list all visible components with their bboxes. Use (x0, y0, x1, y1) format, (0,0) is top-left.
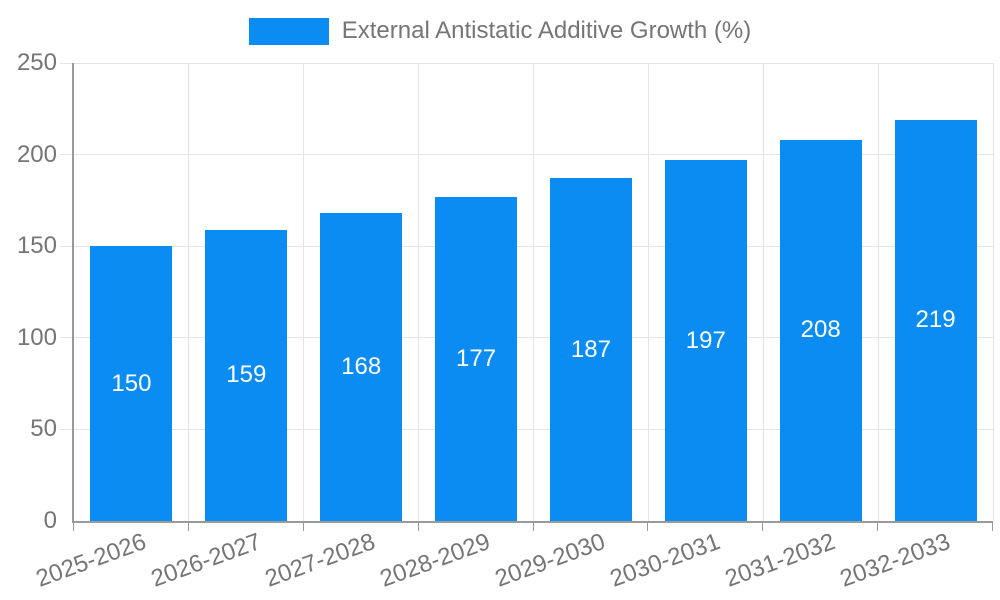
bar-2027-2028[interactable] (320, 213, 403, 521)
x-gridline (533, 63, 534, 521)
x-axis-tick (302, 523, 304, 531)
legend-series-label: External Antistatic Additive Growth (%) (341, 17, 752, 44)
x-gridline (303, 63, 305, 521)
bar-2028-2029[interactable] (435, 196, 518, 521)
bar-2025-2026[interactable] (90, 246, 173, 521)
x-axis-tick (762, 523, 764, 531)
chart-legend: External Antistatic Additive Growth (%) (0, 17, 1000, 45)
x-axis-tick (877, 523, 879, 531)
y-axis-tick-label: 250 (16, 49, 57, 76)
bar-2026-2027[interactable] (205, 229, 288, 521)
bar-value-label: 187 (570, 335, 611, 363)
x-gridline (762, 63, 764, 521)
x-gridline (647, 63, 649, 521)
x-axis-tick (417, 523, 419, 531)
x-axis-tick-label: 2032-2033 (836, 528, 954, 593)
y-axis-tick-label: 0 (43, 507, 57, 534)
bar-value-label: 197 (685, 326, 726, 354)
y-axis-tick-label: 200 (16, 140, 57, 168)
x-gridline (992, 63, 994, 521)
x-axis-tick-label: 2025-2026 (32, 528, 150, 593)
bar-value-label: 150 (111, 369, 152, 397)
legend-swatch-icon[interactable] (248, 17, 329, 45)
bar-2031-2032[interactable] (779, 139, 862, 521)
y-gridline (60, 62, 993, 64)
bar-2030-2031[interactable] (664, 160, 747, 521)
x-axis-tick (992, 523, 993, 531)
y-gridline (60, 337, 993, 339)
bar-value-label: 208 (800, 316, 841, 344)
x-axis-tick-label: 2031-2032 (721, 528, 839, 593)
bar-value-label: 219 (915, 306, 956, 334)
x-axis-tick-label: 2028-2029 (376, 528, 494, 593)
x-gridline (877, 63, 879, 521)
x-axis-tick-label: 2026-2027 (147, 528, 265, 593)
x-axis-tick (647, 523, 649, 531)
y-gridline (60, 245, 993, 247)
y-gridline (60, 428, 993, 430)
y-axis-tick-label: 150 (16, 232, 57, 260)
y-axis-tick-label: 50 (30, 415, 57, 443)
x-axis-tick-label: 2030-2031 (606, 528, 724, 593)
x-axis-tick (187, 523, 189, 531)
x-axis-tick (532, 523, 534, 531)
bar-value-label: 168 (341, 353, 382, 381)
x-gridline (418, 63, 420, 521)
bar-value-label: 159 (226, 361, 267, 389)
x-axis-tick-label: 2029-2030 (491, 528, 609, 593)
bar-2029-2030[interactable] (549, 178, 632, 521)
x-axis-tick-label: 2027-2028 (261, 528, 380, 593)
x-axis-line (72, 521, 993, 523)
bar-value-label: 177 (456, 344, 497, 372)
bar-2032-2033[interactable] (894, 119, 977, 521)
x-gridline (188, 63, 190, 521)
y-axis-tick-label: 100 (16, 323, 57, 351)
y-axis-line (72, 63, 74, 523)
x-axis-tick (73, 523, 74, 531)
y-gridline (60, 154, 993, 156)
